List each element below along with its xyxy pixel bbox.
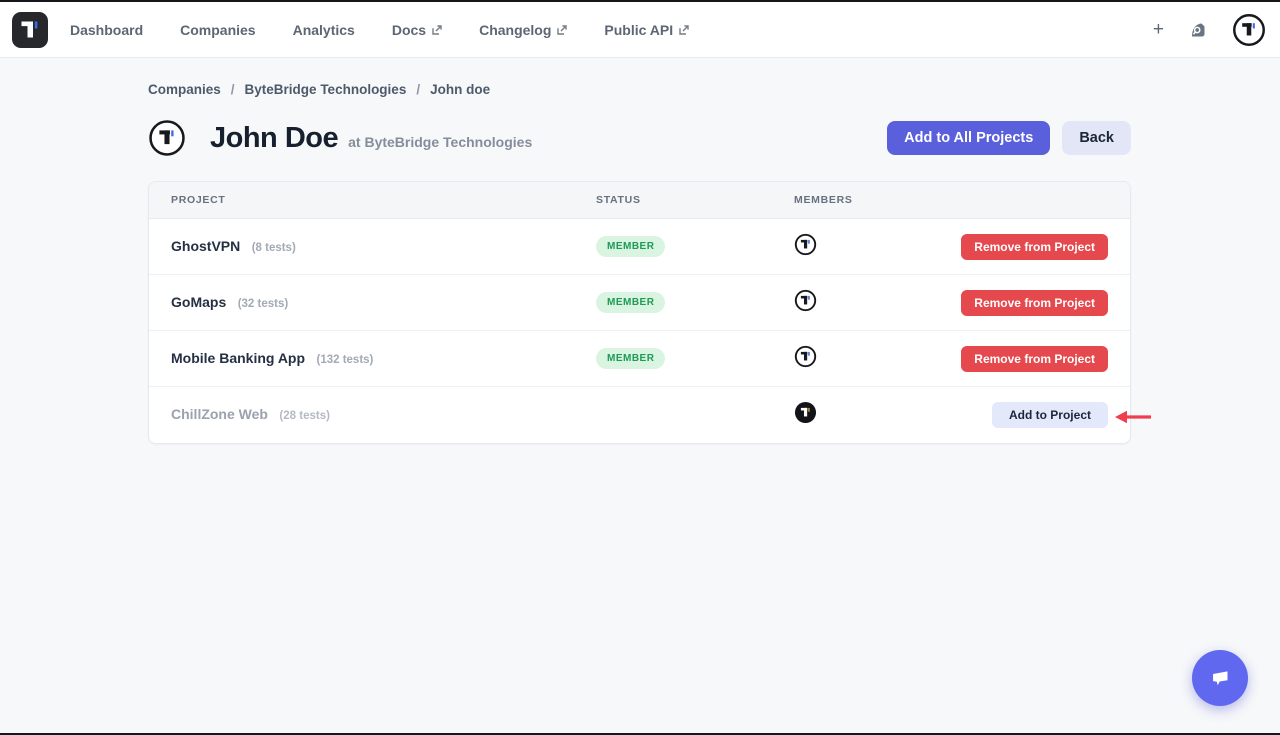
- status-cell: MEMBER: [596, 292, 794, 313]
- breadcrumb: Companies / ByteBridge Technologies / Jo…: [148, 82, 1131, 97]
- column-header-members: MEMBERS: [794, 194, 853, 206]
- user-avatar[interactable]: [1232, 13, 1266, 47]
- nav-item-public-api[interactable]: Public API: [604, 22, 689, 38]
- nav-label: Dashboard: [70, 21, 144, 38]
- project-test-count: (28 tests): [279, 410, 330, 422]
- nav-item-analytics[interactable]: Analytics: [293, 22, 355, 38]
- project-name: ChillZone Web: [171, 406, 268, 422]
- project-cell: GhostVPN (8 tests): [171, 238, 596, 256]
- main-content: Companies / ByteBridge Technologies / Jo…: [148, 82, 1131, 444]
- member-avatar: [794, 345, 817, 368]
- page-header: John Doe at ByteBridge Technologies Add …: [148, 116, 1131, 160]
- top-edge-strip: [0, 0, 1280, 2]
- projects-table: PROJECT STATUS MEMBERS GhostVPN (8 tests…: [148, 181, 1131, 444]
- table-row-ghostvpn: GhostVPN (8 tests) MEMBER Remove from Pr…: [149, 219, 1130, 275]
- status-badge: MEMBER: [596, 348, 666, 369]
- action-cell: Remove from Project: [961, 233, 1108, 260]
- chat-widget-button[interactable]: [1192, 650, 1248, 706]
- nav-item-dashboard[interactable]: Dashboard: [70, 22, 143, 38]
- nav-item-changelog[interactable]: Changelog: [479, 21, 568, 38]
- primary-nav: Dashboard Companies Analytics Docs Chang…: [70, 22, 689, 38]
- breadcrumb-current-user: John doe: [430, 82, 491, 97]
- action-cell: Add to Project: [991, 402, 1108, 428]
- project-cell: Mobile Banking App (132 tests): [171, 350, 596, 368]
- project-name: Mobile Banking App: [171, 349, 306, 366]
- red-arrow-annotation: [1115, 410, 1151, 424]
- external-link-icon: [432, 24, 442, 35]
- external-link-icon: [557, 24, 568, 35]
- table-row-gomaps: GoMaps (32 tests) MEMBER Remove from Pro…: [149, 275, 1130, 331]
- members-cell: [794, 345, 961, 373]
- nav-item-companies[interactable]: Companies: [180, 22, 255, 38]
- remove-from-project-button[interactable]: Remove from Project: [961, 233, 1108, 260]
- member-avatar: [794, 289, 817, 312]
- project-test-count: (8 tests): [251, 241, 296, 254]
- nav-item-docs[interactable]: Docs: [392, 22, 442, 38]
- table-header: PROJECT STATUS MEMBERS: [149, 182, 1130, 219]
- chat-bubble-icon: [1213, 671, 1228, 686]
- top-nav: Dashboard Companies Analytics Docs Chang…: [0, 2, 1280, 58]
- member-avatar-dark: [794, 401, 817, 424]
- breadcrumb-company[interactable]: ByteBridge Technologies: [244, 82, 407, 97]
- project-cell: ChillZone Web (28 tests): [171, 406, 596, 424]
- action-cell: Remove from Project: [961, 345, 1108, 372]
- nav-label: Public API: [604, 21, 674, 38]
- nav-right-actions: +: [1153, 13, 1268, 47]
- action-cell: Remove from Project: [961, 289, 1108, 316]
- bottom-edge-strip: [0, 733, 1280, 735]
- project-name: GhostVPN: [171, 237, 241, 254]
- project-test-count: (132 tests): [316, 353, 374, 366]
- status-badge: MEMBER: [596, 292, 666, 313]
- back-button[interactable]: Back: [1062, 121, 1131, 155]
- members-cell: [794, 233, 961, 261]
- column-header-status: STATUS: [596, 194, 641, 206]
- nav-label: Companies: [180, 21, 256, 38]
- remove-from-project-button[interactable]: Remove from Project: [961, 289, 1108, 316]
- project-test-count: (32 tests): [237, 297, 289, 310]
- project-cell: GoMaps (32 tests): [171, 294, 596, 312]
- remove-from-project-button[interactable]: Remove from Project: [961, 345, 1108, 372]
- breadcrumb-separator: /: [230, 82, 235, 97]
- breadcrumb-companies[interactable]: Companies: [148, 82, 221, 97]
- plus-icon[interactable]: +: [1152, 19, 1164, 40]
- header-actions: Add to All Projects Back: [887, 121, 1131, 155]
- app-logo[interactable]: [12, 11, 48, 48]
- status-cell: MEMBER: [596, 348, 794, 369]
- search-docs-icon[interactable]: [1188, 20, 1208, 40]
- table-row-chillzone-web: ChillZone Web (28 tests) Add to Project: [149, 387, 1130, 443]
- external-link-icon: [679, 24, 689, 35]
- page-title: John Doe: [210, 121, 339, 154]
- breadcrumb-separator: /: [416, 82, 421, 97]
- project-name: GoMaps: [171, 293, 227, 310]
- page-subtitle: at ByteBridge Technologies: [348, 134, 533, 150]
- nav-label: Docs: [391, 21, 427, 38]
- nav-label: Changelog: [479, 21, 552, 38]
- status-badge: MEMBER: [596, 236, 666, 257]
- table-row-mobile-banking-app: Mobile Banking App (132 tests) MEMBER Re…: [149, 331, 1130, 387]
- status-cell: MEMBER: [596, 236, 794, 257]
- person-avatar: [148, 119, 186, 157]
- nav-label: Analytics: [292, 21, 355, 38]
- member-avatar: [794, 233, 817, 256]
- add-to-project-button[interactable]: Add to Project: [991, 402, 1108, 428]
- column-header-project: PROJECT: [171, 194, 226, 206]
- members-cell: [794, 289, 961, 317]
- members-cell: [794, 401, 992, 429]
- add-to-all-projects-button[interactable]: Add to All Projects: [887, 121, 1051, 155]
- logo-t-icon: [21, 21, 38, 37]
